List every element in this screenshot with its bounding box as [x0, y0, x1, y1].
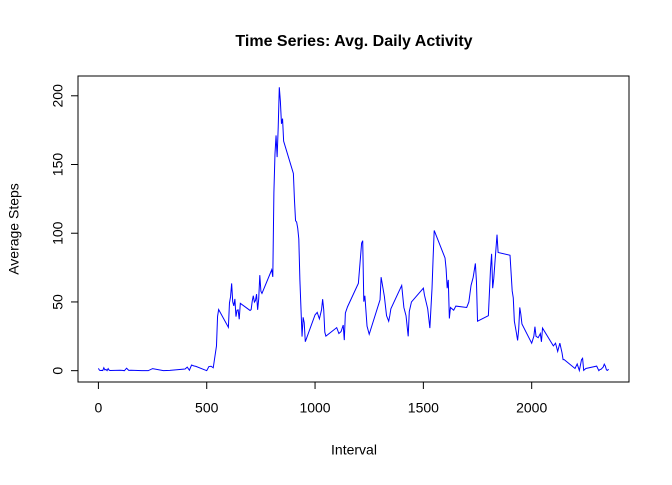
x-tick-label: 2000: [516, 400, 547, 416]
y-tick-label: 100: [50, 221, 66, 245]
x-axis-label: Interval: [331, 442, 377, 458]
y-axis-label: Average Steps: [6, 183, 22, 275]
y-tick-label: 0: [50, 367, 66, 375]
x-tick-label: 1000: [299, 400, 330, 416]
y-tick-label: 50: [50, 294, 66, 310]
x-tick-label: 0: [95, 400, 103, 416]
line: [97, 87, 609, 373]
y-tick-label: 150: [50, 153, 66, 177]
plot-box: [77, 75, 630, 383]
x-tick-label: 1500: [408, 400, 439, 416]
y-tick-label: 200: [50, 84, 66, 108]
x-tick-label: 500: [195, 400, 219, 416]
chart-title: Time Series: Avg. Daily Activity: [235, 33, 472, 50]
